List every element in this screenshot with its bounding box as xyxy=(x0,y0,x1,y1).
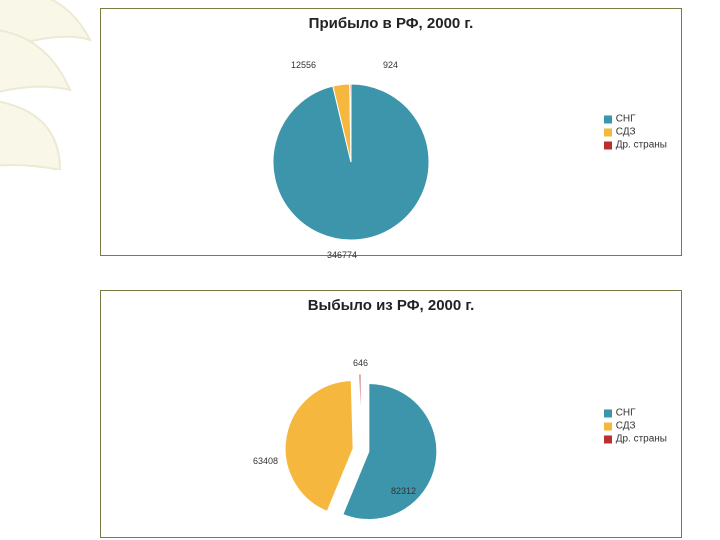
legend-arrived: СНГ СДЗ Др. страны xyxy=(604,112,667,153)
legend-item-departed-1: СДЗ xyxy=(604,421,667,432)
legend-swatch-icon xyxy=(604,435,612,443)
legend-swatch-icon xyxy=(604,422,612,430)
legend-label: Др. страны xyxy=(616,140,667,151)
slice-departed-0 xyxy=(343,384,437,520)
legend-label: СДЗ xyxy=(616,127,636,138)
value-label-departed-1: 63408 xyxy=(253,456,278,466)
legend-swatch-icon xyxy=(604,409,612,417)
legend-departed: СНГ СДЗ Др. страны xyxy=(604,406,667,447)
legend-swatch-icon xyxy=(604,115,612,123)
slice-departed-1 xyxy=(285,381,353,512)
chart-box-arrived: Прибыло в РФ, 2000 г. 34677412556924СНГС… xyxy=(100,8,682,256)
legend-item-arrived-2: Др. страны xyxy=(604,140,667,151)
legend-label: Др. страны xyxy=(616,434,667,445)
legend-item-departed-2: Др. страны xyxy=(604,434,667,445)
chart-area-departed: 82312 63408 646 СНГ СДЗ Др. страны xyxy=(101,314,681,514)
chart-area-arrived: 34677412556924СНГСДЗДр. страны xyxy=(101,32,681,232)
legend-label: СНГ xyxy=(616,408,636,419)
value-label-departed-2: 646 xyxy=(353,358,368,368)
pie-departed xyxy=(101,314,681,534)
chart-title-arrived: Прибыло в РФ, 2000 г. xyxy=(101,15,681,32)
slice-departed-2 xyxy=(359,374,361,442)
value-label-arrived-2: 924 xyxy=(383,60,398,70)
chart-box-departed: Выбыло из РФ, 2000 г. 82312 63408 646 СНГ СД… xyxy=(100,290,682,538)
legend-swatch-icon xyxy=(604,141,612,149)
value-label-departed-0: 82312 xyxy=(391,486,416,496)
legend-item-arrived-1: СДЗ xyxy=(604,127,667,138)
value-label-arrived-1: 12556 xyxy=(291,60,316,70)
legend-label: СНГ xyxy=(616,114,636,125)
legend-item-departed-0: СНГ xyxy=(604,408,667,419)
value-label-arrived-0: 346774 xyxy=(327,250,357,260)
legend-label: СДЗ xyxy=(616,421,636,432)
chart-title-departed: Выбыло из РФ, 2000 г. xyxy=(101,297,681,314)
legend-swatch-icon xyxy=(604,128,612,136)
legend-item-arrived-0: СНГ xyxy=(604,114,667,125)
